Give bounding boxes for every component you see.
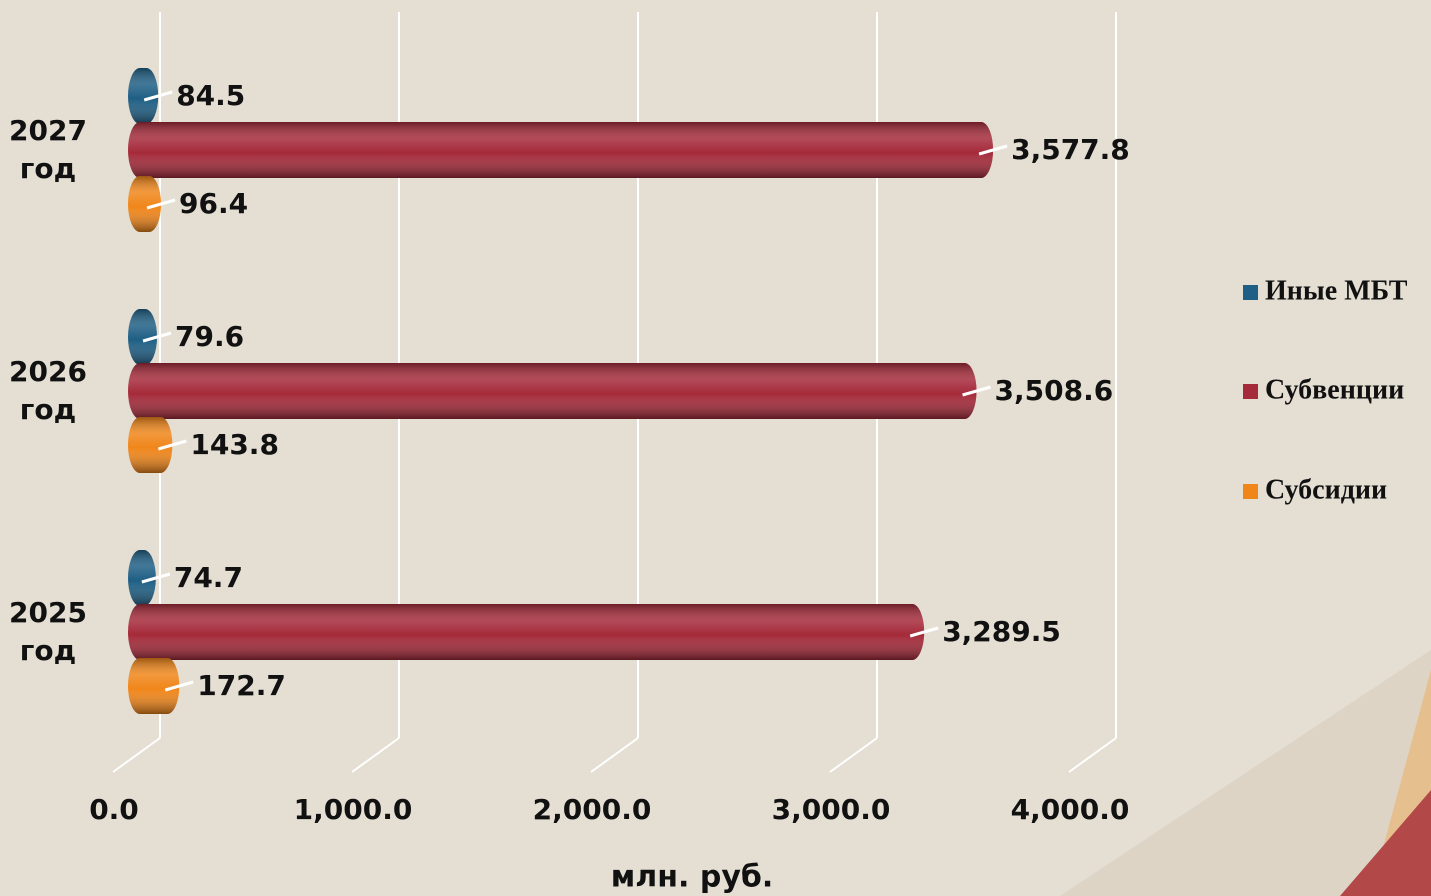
x-tick-label: 1,000.0 <box>294 793 413 826</box>
bar-shade <box>128 363 977 419</box>
decor <box>1340 790 1431 896</box>
value-label: 84.5 <box>176 79 245 112</box>
grid-floor <box>590 737 639 773</box>
bar-shade <box>128 550 156 606</box>
bar-shade <box>128 658 180 714</box>
bar-shade <box>128 68 159 124</box>
grid-floor <box>112 737 161 773</box>
leader-line <box>142 331 172 343</box>
bar-shade <box>128 176 162 232</box>
leader-line <box>157 439 187 451</box>
x-tick-label: 4,000.0 <box>1011 793 1130 826</box>
value-label: 143.8 <box>190 428 279 461</box>
bar-shade <box>128 417 173 473</box>
leader-line <box>978 144 1008 156</box>
decor <box>1060 650 1431 896</box>
grid-floor <box>1068 737 1117 773</box>
leader-line <box>164 680 194 692</box>
x-axis-title: млн. руб. <box>611 860 773 895</box>
category-label: 2027 год <box>9 114 87 185</box>
legend-swatch <box>1243 285 1258 300</box>
x-tick-label: 0.0 <box>89 793 139 826</box>
legend-swatch <box>1243 384 1258 399</box>
category-label: 2025 год <box>9 596 87 667</box>
grid-floor <box>351 737 400 773</box>
grid-floor <box>829 737 878 773</box>
x-tick-label: 3,000.0 <box>772 793 891 826</box>
leader-line <box>141 572 171 584</box>
value-label: 3,577.8 <box>1011 133 1130 166</box>
legend-label: Субсидии <box>1265 474 1387 505</box>
leader-line <box>146 198 176 210</box>
value-label: 3,508.6 <box>995 374 1114 407</box>
bar-shade <box>128 122 994 178</box>
bar-shade <box>128 309 158 365</box>
value-label: 79.6 <box>175 320 244 353</box>
x-tick-label: 2,000.0 <box>533 793 652 826</box>
value-label: 96.4 <box>179 187 248 220</box>
leader-line <box>143 90 173 102</box>
value-label: 74.7 <box>174 561 243 594</box>
bar-shade <box>128 604 925 660</box>
leader-line <box>909 626 939 638</box>
legend-label: Иные МБТ <box>1265 275 1408 306</box>
category-label: 2026 год <box>9 355 87 426</box>
legend-swatch <box>1243 484 1258 499</box>
value-label: 172.7 <box>197 669 286 702</box>
leader-line <box>962 385 991 397</box>
legend-label: Субвенции <box>1265 374 1404 405</box>
value-label: 3,289.5 <box>942 615 1061 648</box>
